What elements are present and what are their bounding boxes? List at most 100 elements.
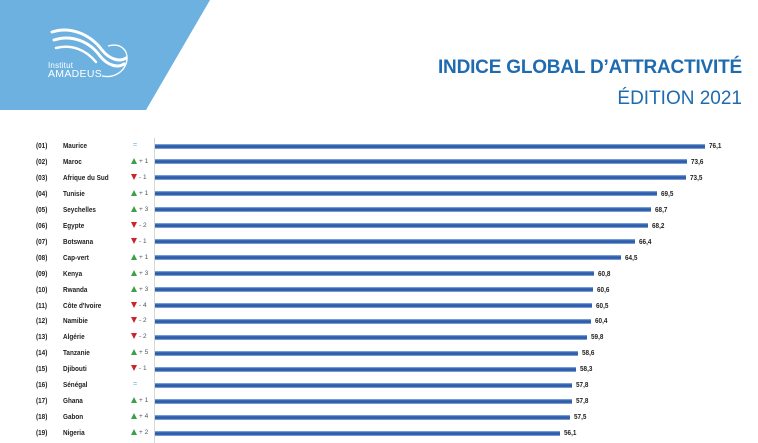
table-row: (05) Seychelles + 3 68,7 bbox=[0, 203, 758, 217]
triangle-up-icon bbox=[131, 349, 137, 356]
table-row: (04) Tunisie + 1 69,5 bbox=[0, 187, 758, 201]
value-label: 66,4 bbox=[638, 236, 652, 246]
country-label: Cap-vert bbox=[63, 252, 89, 262]
bar bbox=[155, 366, 577, 372]
value-label: 56,1 bbox=[564, 428, 577, 438]
rank-change: - 2 bbox=[131, 330, 147, 344]
bar bbox=[155, 159, 687, 165]
rank-change: - 1 bbox=[131, 171, 147, 185]
bar bbox=[155, 175, 687, 181]
rank-label: (16) bbox=[36, 380, 48, 390]
country-label: Seychelles bbox=[63, 204, 96, 214]
bar bbox=[155, 255, 621, 261]
table-row: (06) Egypte - 2 68,2 bbox=[0, 219, 758, 233]
bar bbox=[155, 398, 573, 404]
rank-change: - 1 bbox=[131, 235, 147, 249]
bar bbox=[155, 223, 648, 229]
bar bbox=[155, 414, 571, 420]
rank-change-value: - 1 bbox=[139, 173, 147, 181]
rank-change: + 2 bbox=[131, 426, 148, 440]
rank-change: + 3 bbox=[131, 283, 148, 297]
value-label: 60,5 bbox=[596, 300, 609, 310]
triangle-down-icon bbox=[131, 301, 137, 308]
rank-label: (04) bbox=[36, 188, 48, 198]
rank-label: (01) bbox=[36, 141, 48, 150]
table-row: (13) Algérie - 2 59,8 bbox=[0, 330, 758, 344]
triangle-up-icon bbox=[131, 269, 137, 276]
rank-change: = bbox=[131, 139, 137, 153]
table-row: (10) Rwanda + 3 60,6 bbox=[0, 283, 758, 297]
rank-change: - 1 bbox=[131, 362, 147, 376]
value-label: 64,5 bbox=[624, 252, 638, 262]
country-label: Maroc bbox=[63, 156, 82, 166]
rank-change: + 5 bbox=[131, 346, 148, 360]
rank-change: - 2 bbox=[131, 219, 147, 233]
triangle-up-icon bbox=[131, 157, 137, 164]
table-row: (19) Nigeria + 2 56,1 bbox=[0, 426, 758, 440]
triangle-down-icon bbox=[131, 365, 137, 372]
rank-change-value: + 4 bbox=[139, 413, 149, 421]
triangle-down-icon bbox=[131, 333, 137, 340]
value-label: 76,1 bbox=[708, 141, 722, 150]
triangle-up-icon bbox=[131, 205, 137, 212]
country-label: Tunisie bbox=[63, 188, 85, 198]
table-row: (14) Tanzanie + 5 58,6 bbox=[0, 346, 758, 360]
page-title: INDICE GLOBAL D’ATTRACTIVITÉ bbox=[437, 57, 742, 78]
value-label: 73,5 bbox=[690, 172, 703, 182]
rank-label: (02) bbox=[36, 156, 48, 166]
equal-icon: = bbox=[133, 142, 138, 149]
country-label: Djibouti bbox=[63, 364, 87, 374]
country-label: Afrique du Sud bbox=[63, 172, 109, 182]
value-label: 60,6 bbox=[596, 284, 610, 294]
country-label: Sénégal bbox=[63, 380, 88, 390]
value-label: 60,8 bbox=[598, 268, 611, 278]
rank-change: + 1 bbox=[131, 187, 148, 201]
rank-label: (09) bbox=[36, 268, 48, 278]
triangle-up-icon bbox=[131, 397, 137, 404]
rank-label: (08) bbox=[36, 252, 48, 262]
value-label: 57,5 bbox=[574, 412, 587, 422]
rank-change-value: + 3 bbox=[139, 205, 149, 213]
bar bbox=[155, 430, 561, 436]
triangle-down-icon bbox=[131, 317, 137, 324]
value-label: 57,8 bbox=[576, 396, 589, 406]
equal-icon: = bbox=[133, 381, 138, 389]
bar bbox=[155, 318, 592, 324]
bar bbox=[155, 207, 652, 213]
table-row: (01) Maurice = 76,1 bbox=[0, 139, 758, 153]
triangle-up-icon bbox=[131, 429, 137, 436]
rank-change-value: + 1 bbox=[139, 397, 149, 405]
wave-logo-icon bbox=[50, 28, 128, 78]
table-row: (07) Botswana - 1 66,4 bbox=[0, 235, 758, 249]
rank-label: (18) bbox=[36, 412, 48, 422]
bar bbox=[155, 239, 635, 245]
rank-label: (06) bbox=[36, 220, 48, 230]
value-label: 68,2 bbox=[651, 220, 665, 230]
bar bbox=[155, 350, 579, 356]
rank-change-value: + 1 bbox=[139, 253, 149, 261]
triangle-down-icon bbox=[131, 173, 137, 180]
value-label: 58,6 bbox=[582, 348, 595, 358]
rank-change: = bbox=[131, 378, 137, 392]
bar bbox=[155, 334, 587, 340]
rank-label: (05) bbox=[36, 204, 48, 214]
rank-change: + 1 bbox=[131, 251, 148, 265]
triangle-up-icon bbox=[131, 253, 137, 260]
value-label: 57,8 bbox=[576, 380, 589, 390]
chart-axis-line bbox=[154, 138, 155, 443]
rank-change: - 4 bbox=[131, 299, 147, 313]
triangle-down-icon bbox=[131, 237, 137, 244]
rank-change-value: + 1 bbox=[139, 189, 149, 197]
value-label: 73,6 bbox=[690, 156, 704, 166]
table-row: (11) Côte d'Ivoire - 4 60,5 bbox=[0, 299, 758, 313]
triangle-down-icon bbox=[131, 221, 137, 228]
rank-change: + 3 bbox=[131, 267, 148, 281]
bar bbox=[155, 382, 573, 388]
rank-change: + 3 bbox=[131, 203, 148, 217]
table-row: (17) Ghana + 1 57,8 bbox=[0, 394, 758, 408]
country-label: Nigeria bbox=[63, 428, 85, 438]
rank-label: (12) bbox=[36, 316, 48, 326]
table-row: (15) Djibouti - 1 58,3 bbox=[0, 362, 758, 376]
country-label: Ghana bbox=[63, 396, 83, 406]
country-label: Botswana bbox=[63, 236, 94, 246]
